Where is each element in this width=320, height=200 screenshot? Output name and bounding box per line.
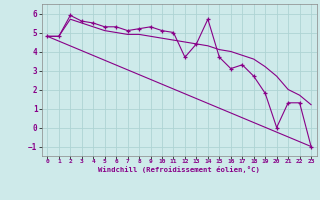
X-axis label: Windchill (Refroidissement éolien,°C): Windchill (Refroidissement éolien,°C) (98, 166, 260, 173)
